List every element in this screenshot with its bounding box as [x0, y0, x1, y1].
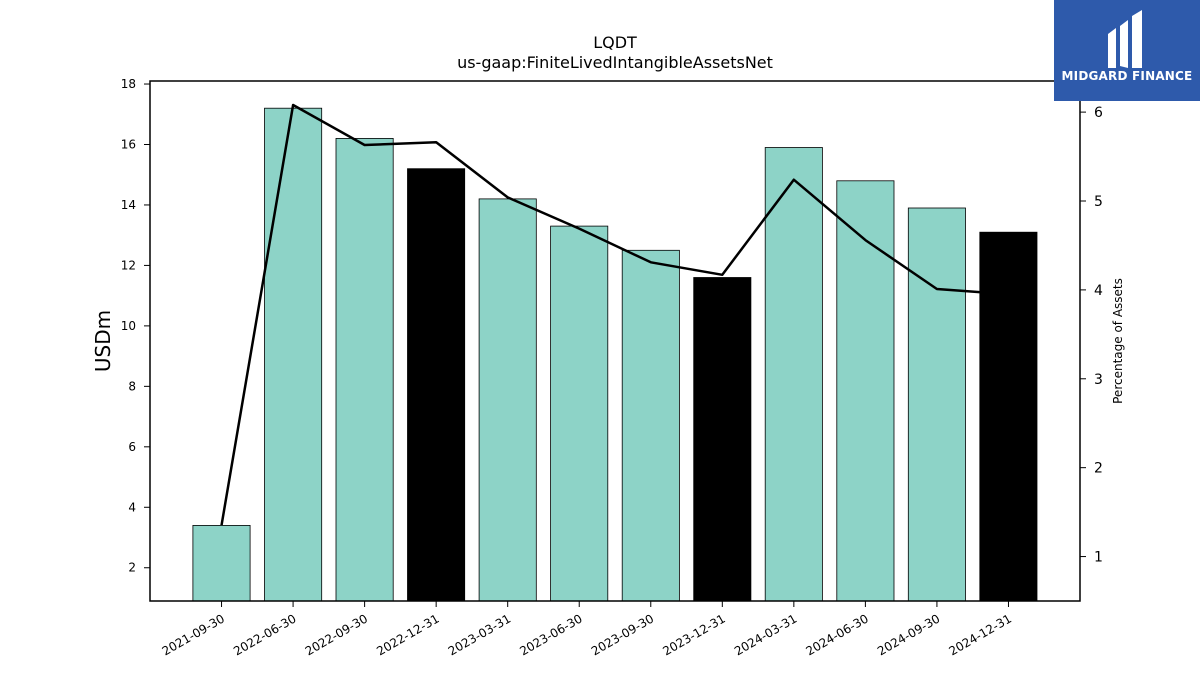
y-tick-label: 4 [128, 500, 136, 514]
plot-frame [149, 80, 1081, 602]
x-axis: 2021-09-30 2022-06-30 2022-09-30 2022-12-31… [160, 601, 1014, 658]
y-tick-label: 18 [121, 77, 136, 91]
bar-2024-03-31 [764, 147, 823, 602]
bar-2023-09-30 [621, 249, 680, 602]
bar-2022-12-31 [407, 168, 466, 602]
bar-2022-06-30 [264, 107, 323, 602]
y2-tick-label: 1 [1094, 550, 1103, 566]
x-tick-label: 2022-09-30 [303, 611, 370, 658]
x-tick-label: 2024-09-30 [875, 611, 942, 658]
y2-tick-label: 2 [1094, 461, 1103, 477]
y-tick-label: 2 [128, 561, 136, 575]
y-tick-label: 12 [121, 258, 136, 272]
bar-2022-09-30 [335, 137, 394, 602]
x-tick-label: 2022-12-31 [374, 611, 441, 658]
x-tick-label: 2023-09-30 [589, 611, 656, 658]
bar-2024-09-30 [907, 207, 966, 602]
x-tick-label: 2024-06-30 [803, 611, 870, 658]
y2-tick-label: 3 [1094, 372, 1103, 388]
x-tick-label: 2024-12-31 [947, 611, 1014, 658]
bar-2023-03-31 [478, 198, 537, 602]
y-tick-label: 14 [121, 198, 136, 212]
y-tick-label: 8 [128, 379, 136, 393]
y2-tick-label: 5 [1094, 194, 1103, 210]
y-tick-label: 6 [128, 440, 136, 454]
y2-tick-label: 4 [1094, 283, 1103, 299]
y-axis-left: 2 4 6 8 10 12 14 16 18 [121, 77, 150, 575]
x-tick-label: 2023-03-31 [446, 611, 513, 658]
y-tick-label: 16 [121, 137, 136, 151]
y-axis-right: 1 2 3 4 5 6 [1080, 105, 1103, 566]
chart-subtitle: us-gaap:FiniteLivedIntangibleAssetsNet [457, 53, 773, 72]
midgard-finance-logo: MIDGARD FINANCE [1054, 0, 1200, 101]
x-tick-label: 2021-09-30 [160, 611, 227, 658]
x-tick-label: 2023-12-31 [660, 611, 727, 658]
bar-group [192, 107, 1038, 602]
percentage-line [220, 103, 1009, 526]
bar-2024-12-31 [979, 231, 1038, 602]
bar-2021-09-30 [192, 525, 251, 602]
x-tick-label: 2022-06-30 [231, 611, 298, 658]
bar-2023-12-31 [693, 277, 752, 602]
logo-mark-icon [1108, 10, 1142, 68]
logo-text: MIDGARD FINANCE [1061, 69, 1193, 83]
y2-axis-label: Percentage of Assets [1111, 278, 1125, 404]
x-tick-label: 2024-03-31 [732, 611, 799, 658]
chart-title: LQDT [593, 33, 637, 52]
y2-tick-label: 6 [1094, 105, 1103, 121]
bar-2023-06-30 [550, 225, 609, 602]
y-axis-label: USDm [91, 310, 115, 372]
line-series-group [220, 103, 1009, 526]
x-tick-label: 2023-06-30 [517, 611, 584, 658]
y-tick-label: 10 [121, 319, 136, 333]
bar-2024-06-30 [836, 180, 895, 602]
